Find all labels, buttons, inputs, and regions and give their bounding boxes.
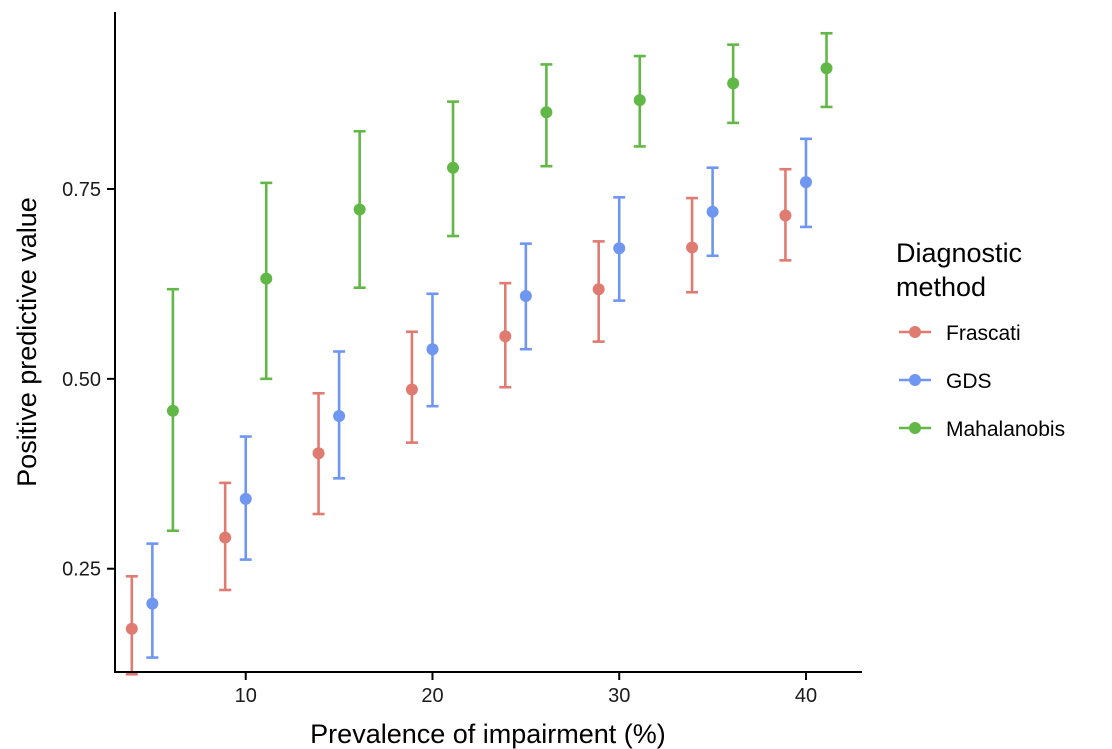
x-tick-label: 40	[795, 685, 817, 707]
legend-items: Frascati GDS Mahalanobis	[899, 322, 1065, 441]
point-gds	[426, 343, 439, 356]
point-gds	[239, 492, 252, 505]
legend: Diagnostic method Frascati GDS Mahalanobis	[896, 238, 1065, 441]
y-tick-label: 0.25	[62, 559, 101, 581]
y-axis-title: Positive predictive value	[12, 197, 42, 487]
y-tick-label: 0.75	[62, 179, 101, 201]
point-mahalanobis	[820, 62, 833, 75]
legend-title: Diagnostic method	[896, 238, 1030, 302]
x-axis-title: Prevalence of impairment (%)	[310, 719, 666, 749]
legend-key-point-frascati	[909, 326, 921, 338]
point-gds	[613, 242, 626, 255]
point-frascati	[686, 241, 699, 254]
legend-label-frascati: Frascati	[946, 322, 1021, 345]
x-tick-label: 30	[608, 685, 630, 707]
point-mahalanobis	[353, 203, 366, 216]
point-mahalanobis	[166, 404, 179, 417]
legend-title-line-2: method	[896, 272, 986, 302]
point-mahalanobis	[727, 77, 740, 90]
point-mahalanobis	[633, 94, 646, 107]
legend-key-point-gds	[909, 374, 921, 386]
point-frascati	[779, 209, 792, 222]
point-frascati	[499, 330, 512, 343]
point-mahalanobis	[260, 272, 273, 285]
point-frascati	[125, 622, 138, 635]
plot-marks	[125, 31, 833, 676]
point-gds	[519, 290, 532, 303]
point-frascati	[312, 447, 325, 460]
x-tick-label: 20	[421, 685, 443, 707]
legend-label-gds: GDS	[946, 370, 992, 393]
point-mahalanobis	[447, 161, 460, 174]
legend-label-mahalanobis: Mahalanobis	[946, 418, 1065, 441]
point-gds	[146, 597, 159, 610]
point-gds	[333, 410, 346, 423]
point-mahalanobis	[540, 106, 553, 119]
point-gds	[706, 205, 719, 218]
point-frascati	[592, 283, 605, 296]
x-tick-label: 10	[235, 685, 257, 707]
legend-key-point-mahalanobis	[909, 422, 921, 434]
legend-title-line-1: Diagnostic	[896, 238, 1022, 268]
y-axis-ticks: 0.25 0.50 0.75	[62, 179, 115, 581]
y-tick-label: 0.50	[62, 369, 101, 391]
point-frascati	[219, 531, 232, 544]
point-gds	[799, 176, 812, 189]
point-frascati	[405, 383, 418, 396]
x-axis-ticks: 10 20 30 40	[235, 672, 817, 707]
